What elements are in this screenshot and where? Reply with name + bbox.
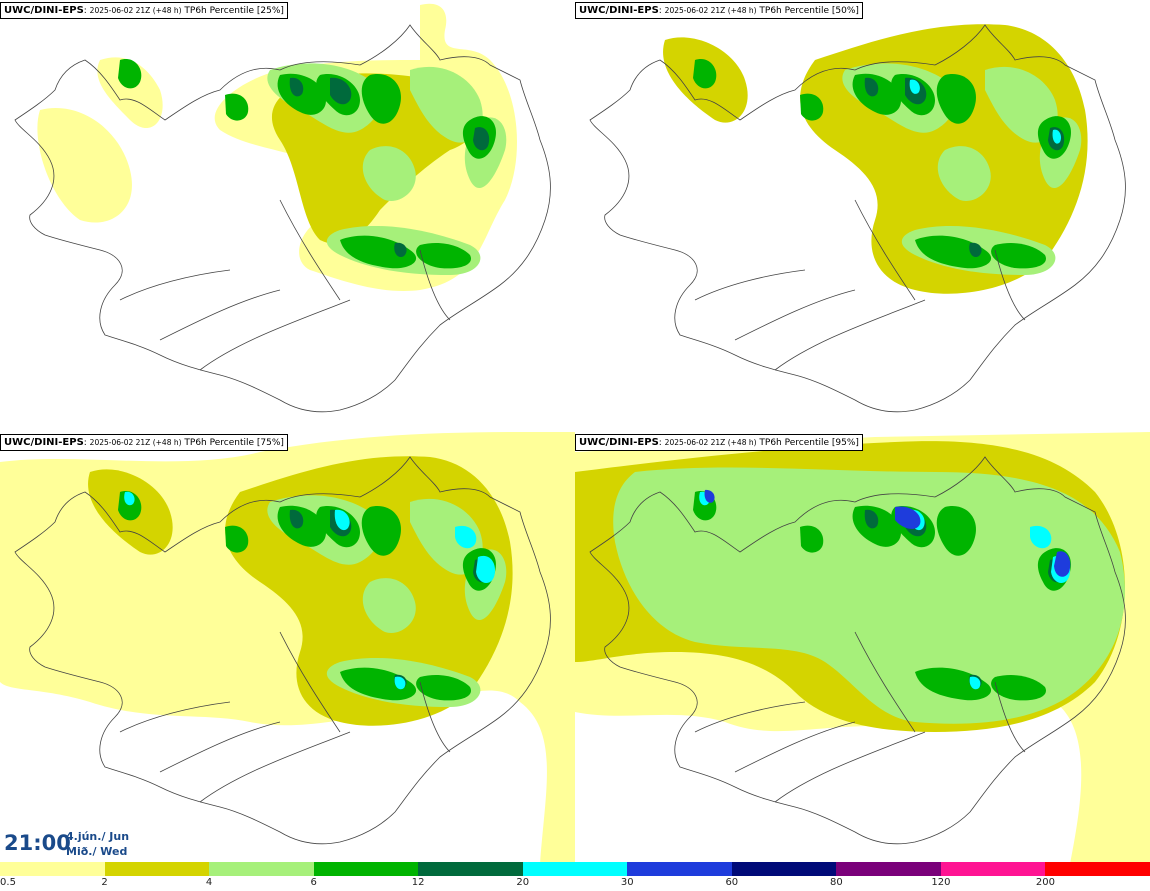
legend-tick-label: 4 <box>205 877 213 888</box>
legend-colorbar <box>0 862 1150 876</box>
panel-title: UWC/DINI-EPS: 2025-06-02 21Z (+48 h) TP6… <box>0 2 288 19</box>
legend-swatch <box>0 862 105 876</box>
panel-title: UWC/DINI-EPS: 2025-06-02 21Z (+48 h) TP6… <box>575 434 863 451</box>
valid-day: Mið./ Wed <box>66 845 128 858</box>
legend-tick-label: 30 <box>620 877 634 888</box>
legend-tick-label: 20 <box>516 877 530 888</box>
legend-tick-label: 200 <box>1035 877 1055 888</box>
legend-swatch <box>313 862 419 876</box>
valid-time-box: 21:00 4.jún./ Jun Mið./ Wed <box>0 826 132 862</box>
precip-map-p95 <box>575 432 1150 864</box>
legend-tick-label: 0.5 <box>0 877 16 888</box>
legend-ticks: 0.5 2 4 6 12 20 30 60 80 120 200 <box>0 876 1150 891</box>
legend-tick-label: 80 <box>829 877 843 888</box>
legend-tick-label: 120 <box>931 877 951 888</box>
legend-swatch <box>522 862 628 876</box>
legend-swatch <box>418 862 523 876</box>
legend-swatch <box>1045 862 1150 876</box>
legend-tick-label: 12 <box>411 877 425 888</box>
legend-swatch <box>627 862 732 876</box>
map-panel-p95: UWC/DINI-EPS: 2025-06-02 21Z (+48 h) TP6… <box>575 432 1150 864</box>
legend-swatch <box>731 862 837 876</box>
legend-swatch <box>209 862 314 876</box>
legend-swatch <box>836 862 941 876</box>
panel-title: UWC/DINI-EPS: 2025-06-02 21Z (+48 h) TP6… <box>0 434 288 451</box>
valid-time: 21:00 <box>4 831 71 855</box>
legend-tick-label: 6 <box>310 877 317 888</box>
precip-map-p25 <box>0 0 575 432</box>
legend-tick-label: 2 <box>101 877 108 888</box>
legend-swatch <box>940 862 1046 876</box>
precip-map-p50 <box>575 0 1150 432</box>
panel-title: UWC/DINI-EPS: 2025-06-02 21Z (+48 h) TP6… <box>575 2 863 19</box>
map-panel-p50: UWC/DINI-EPS: 2025-06-02 21Z (+48 h) TP6… <box>575 0 1150 432</box>
map-panel-p25: UWC/DINI-EPS: 2025-06-02 21Z (+48 h) TP6… <box>0 0 575 432</box>
valid-date: 4.jún./ Jun <box>66 830 130 843</box>
legend-swatch <box>104 862 210 876</box>
map-panel-p75: UWC/DINI-EPS: 2025-06-02 21Z (+48 h) TP6… <box>0 432 575 864</box>
legend-tick-label: 60 <box>725 877 739 888</box>
precip-map-p75 <box>0 432 575 864</box>
